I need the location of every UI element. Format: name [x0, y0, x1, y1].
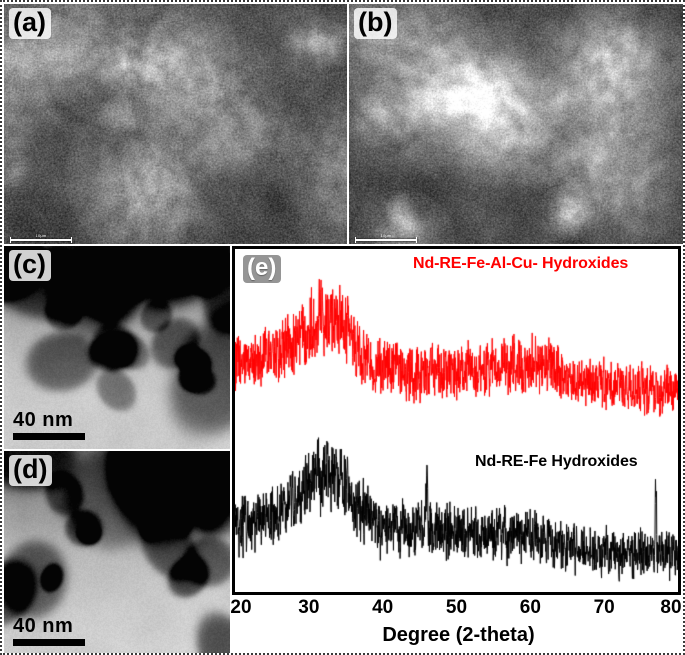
scale-bar-b: 10μm	[355, 233, 417, 243]
micrograph-image-a	[4, 4, 347, 244]
scale-bar-label-d: 40 nm	[13, 615, 74, 637]
x-tick-label-50: 50	[445, 597, 468, 618]
panel-label-b: (b)	[354, 8, 398, 39]
panel-b: (b) 10μm	[349, 4, 683, 244]
series-label-nd-re-fe-hydroxides: Nd-RE-Fe Hydroxides	[475, 453, 638, 470]
scale-bar-d: 40 nm	[13, 616, 85, 646]
series-label-nd-re-fe-al-cu-hydroxides: Nd-RE-Fe-Al-Cu- Hydroxides	[413, 255, 629, 272]
x-tick-label-20: 20	[230, 597, 252, 618]
xrd-plot-frame: (e) Nd-RE-Fe-Al-Cu- Hydroxides Nd-RE-Fe …	[232, 246, 681, 595]
x-tick-label-70: 70	[593, 597, 615, 618]
scale-bar-line-c	[13, 433, 85, 440]
scale-bar-label-a: 10μm	[35, 233, 47, 238]
scale-bar-a: 10μm	[10, 233, 72, 243]
x-axis-tick-labels: 20 30 40 50 60 70 80	[230, 597, 682, 624]
scale-bar-line-d	[13, 639, 85, 646]
panel-d: (d) 40 nm	[4, 451, 230, 653]
x-tick-label-60: 60	[519, 597, 541, 618]
panel-label-e: (e)	[243, 255, 282, 283]
panel-label-d: (d)	[9, 455, 53, 486]
panel-label-a: (a)	[9, 8, 51, 39]
scale-bar-label-b: 10μm	[380, 233, 392, 238]
x-tick-label-80: 80	[660, 597, 682, 618]
x-tick-label-40: 40	[372, 597, 394, 618]
xrd-plot-canvas	[235, 249, 678, 592]
scale-bar-label-c: 40 nm	[13, 409, 74, 431]
x-axis-title: Degree (2-theta)	[382, 624, 535, 646]
micrograph-image-b	[349, 4, 683, 244]
scale-bar-line-a	[10, 237, 72, 243]
panel-label-c: (c)	[9, 250, 51, 281]
panel-c: (c) 40 nm	[4, 246, 230, 449]
scale-bar-line-b	[355, 237, 417, 243]
scale-bar-c: 40 nm	[13, 410, 85, 440]
panel-a: (a) 10μm	[4, 4, 347, 244]
xrd-chart-panel: (e) Nd-RE-Fe-Al-Cu- Hydroxides Nd-RE-Fe …	[230, 246, 683, 653]
x-tick-label-30: 30	[298, 597, 320, 618]
